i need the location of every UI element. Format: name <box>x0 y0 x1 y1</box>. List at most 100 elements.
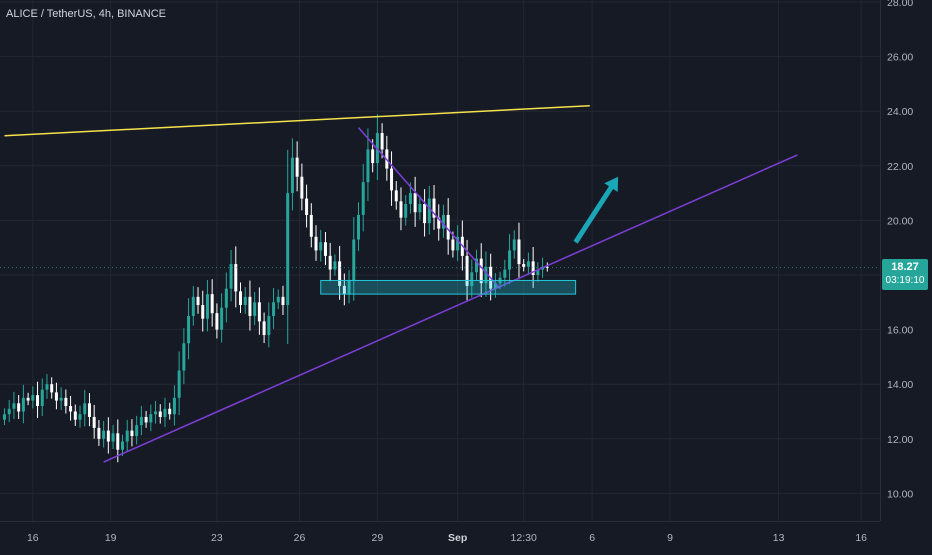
candle-body[interactable] <box>323 242 327 256</box>
candle-body[interactable] <box>295 157 299 177</box>
candle-body[interactable] <box>300 176 304 199</box>
candle-body[interactable] <box>512 239 516 251</box>
candle-body[interactable] <box>503 269 507 278</box>
candle-body[interactable] <box>408 193 412 205</box>
candle-body[interactable] <box>168 408 172 415</box>
candle-body[interactable] <box>456 236 460 251</box>
candle-body[interactable] <box>394 190 398 202</box>
candle-body[interactable] <box>149 414 153 423</box>
candle-body[interactable] <box>12 403 16 409</box>
candle-body[interactable] <box>135 425 139 437</box>
candle-body[interactable] <box>78 414 82 420</box>
candle-body[interactable] <box>220 307 224 330</box>
candle-body[interactable] <box>40 389 44 407</box>
candle-body[interactable] <box>257 302 261 322</box>
candle-body[interactable] <box>210 294 214 314</box>
candle-body[interactable] <box>50 384 54 393</box>
candle-body[interactable] <box>517 239 521 265</box>
candle-body[interactable] <box>187 315 191 344</box>
candle-body[interactable] <box>536 269 540 275</box>
candle-body[interactable] <box>390 168 394 191</box>
candle-body[interactable] <box>309 214 313 237</box>
candle-body[interactable] <box>357 214 360 240</box>
candle-body[interactable] <box>475 258 478 273</box>
candle-body[interactable] <box>361 182 365 215</box>
candle-body[interactable] <box>526 261 530 267</box>
candle-body[interactable] <box>139 416 143 426</box>
candle-body[interactable] <box>191 296 195 316</box>
candle-body[interactable] <box>328 255 332 270</box>
candle-body[interactable] <box>531 261 535 275</box>
candle-body[interactable] <box>130 430 134 437</box>
candle-body[interactable] <box>239 291 242 306</box>
candle-body[interactable] <box>229 264 233 289</box>
candle-body[interactable] <box>125 430 129 442</box>
candle-body[interactable] <box>399 201 403 218</box>
candle-body[interactable] <box>177 370 181 398</box>
candle-body[interactable] <box>347 280 351 295</box>
candle-body[interactable] <box>215 313 219 330</box>
candle-body[interactable] <box>26 397 30 401</box>
candle-body[interactable] <box>3 414 6 420</box>
candle-body[interactable] <box>158 411 162 417</box>
candles[interactable] <box>3 114 549 463</box>
candle-body[interactable] <box>87 403 91 417</box>
candle-body[interactable] <box>465 255 469 286</box>
candle-body[interactable] <box>366 149 370 183</box>
candle-body[interactable] <box>319 242 323 251</box>
candle-body[interactable] <box>45 384 49 390</box>
candle-body[interactable] <box>111 433 115 442</box>
candle-body[interactable] <box>7 408 11 415</box>
candle-body[interactable] <box>380 133 384 150</box>
candle-body[interactable] <box>69 406 73 412</box>
drawings[interactable] <box>0 104 880 463</box>
falling-trendline-line[interactable] <box>357 127 501 290</box>
candle-body[interactable] <box>17 403 21 412</box>
candle-body[interactable] <box>338 261 342 286</box>
candle-body[interactable] <box>36 395 40 407</box>
candle-body[interactable] <box>413 193 417 213</box>
candle-body[interactable] <box>276 296 280 303</box>
candle-body[interactable] <box>201 305 205 319</box>
candle-body[interactable] <box>479 258 483 284</box>
candle-body[interactable] <box>83 403 87 415</box>
candle-body[interactable] <box>64 397 68 407</box>
candle-body[interactable] <box>243 296 247 306</box>
candle-body[interactable] <box>286 193 290 306</box>
candle-body[interactable] <box>154 411 158 415</box>
candle-body[interactable] <box>342 285 346 295</box>
candle-body[interactable] <box>493 283 497 289</box>
breakout-arrow[interactable] <box>569 172 625 246</box>
candle-body[interactable] <box>427 198 431 224</box>
candle-body[interactable] <box>144 416 148 423</box>
candle-body[interactable] <box>224 288 228 308</box>
candle-body[interactable] <box>508 250 512 270</box>
candle-body[interactable] <box>205 294 209 319</box>
candle-body[interactable] <box>437 217 441 229</box>
candle-body[interactable] <box>73 411 77 420</box>
candle-body[interactable] <box>522 264 526 267</box>
candle-body[interactable] <box>418 204 422 213</box>
candle-body[interactable] <box>253 302 257 316</box>
candle-body[interactable] <box>446 214 450 240</box>
candle-body[interactable] <box>290 157 294 194</box>
candle-body[interactable] <box>484 266 488 284</box>
candle-body[interactable] <box>163 408 167 417</box>
candle-body[interactable] <box>333 261 337 270</box>
candle-body[interactable] <box>54 392 58 401</box>
candle-body[interactable] <box>441 214 445 229</box>
candle-body[interactable] <box>59 397 63 401</box>
candle-body[interactable] <box>21 397 25 412</box>
candle-body[interactable] <box>97 427 101 439</box>
demand-zone-box[interactable] <box>320 279 577 295</box>
candle-body[interactable] <box>404 204 408 218</box>
resistance-line[interactable] <box>4 104 590 137</box>
candle-body[interactable] <box>470 272 474 286</box>
candle-body[interactable] <box>305 198 309 215</box>
time-axis[interactable]: 16 19 23 26 29 Sep 12:30 6 9 13 16 <box>27 532 867 544</box>
candle-body[interactable] <box>545 266 549 268</box>
candle-body[interactable] <box>432 198 436 218</box>
candle-body[interactable] <box>248 296 252 316</box>
candle-body[interactable] <box>172 397 176 415</box>
candle-body[interactable] <box>371 149 375 164</box>
